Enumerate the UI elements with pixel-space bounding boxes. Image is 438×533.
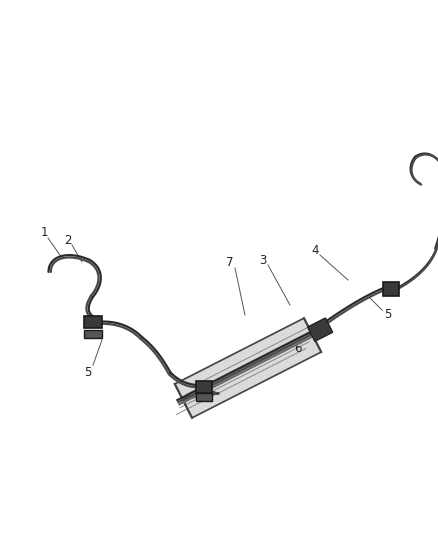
- Text: 6: 6: [294, 342, 302, 354]
- Text: 7: 7: [226, 256, 234, 270]
- Bar: [307, 318, 333, 341]
- Text: 1: 1: [40, 227, 48, 239]
- Text: 5: 5: [84, 366, 92, 378]
- Text: 5: 5: [384, 309, 392, 321]
- Text: 3: 3: [259, 254, 267, 266]
- Bar: [84, 330, 102, 338]
- Bar: [84, 316, 102, 328]
- Bar: [196, 393, 212, 401]
- Text: 4: 4: [311, 244, 319, 256]
- Polygon shape: [175, 318, 321, 418]
- Text: 2: 2: [64, 233, 72, 246]
- Bar: [383, 282, 399, 296]
- Bar: [196, 381, 212, 393]
